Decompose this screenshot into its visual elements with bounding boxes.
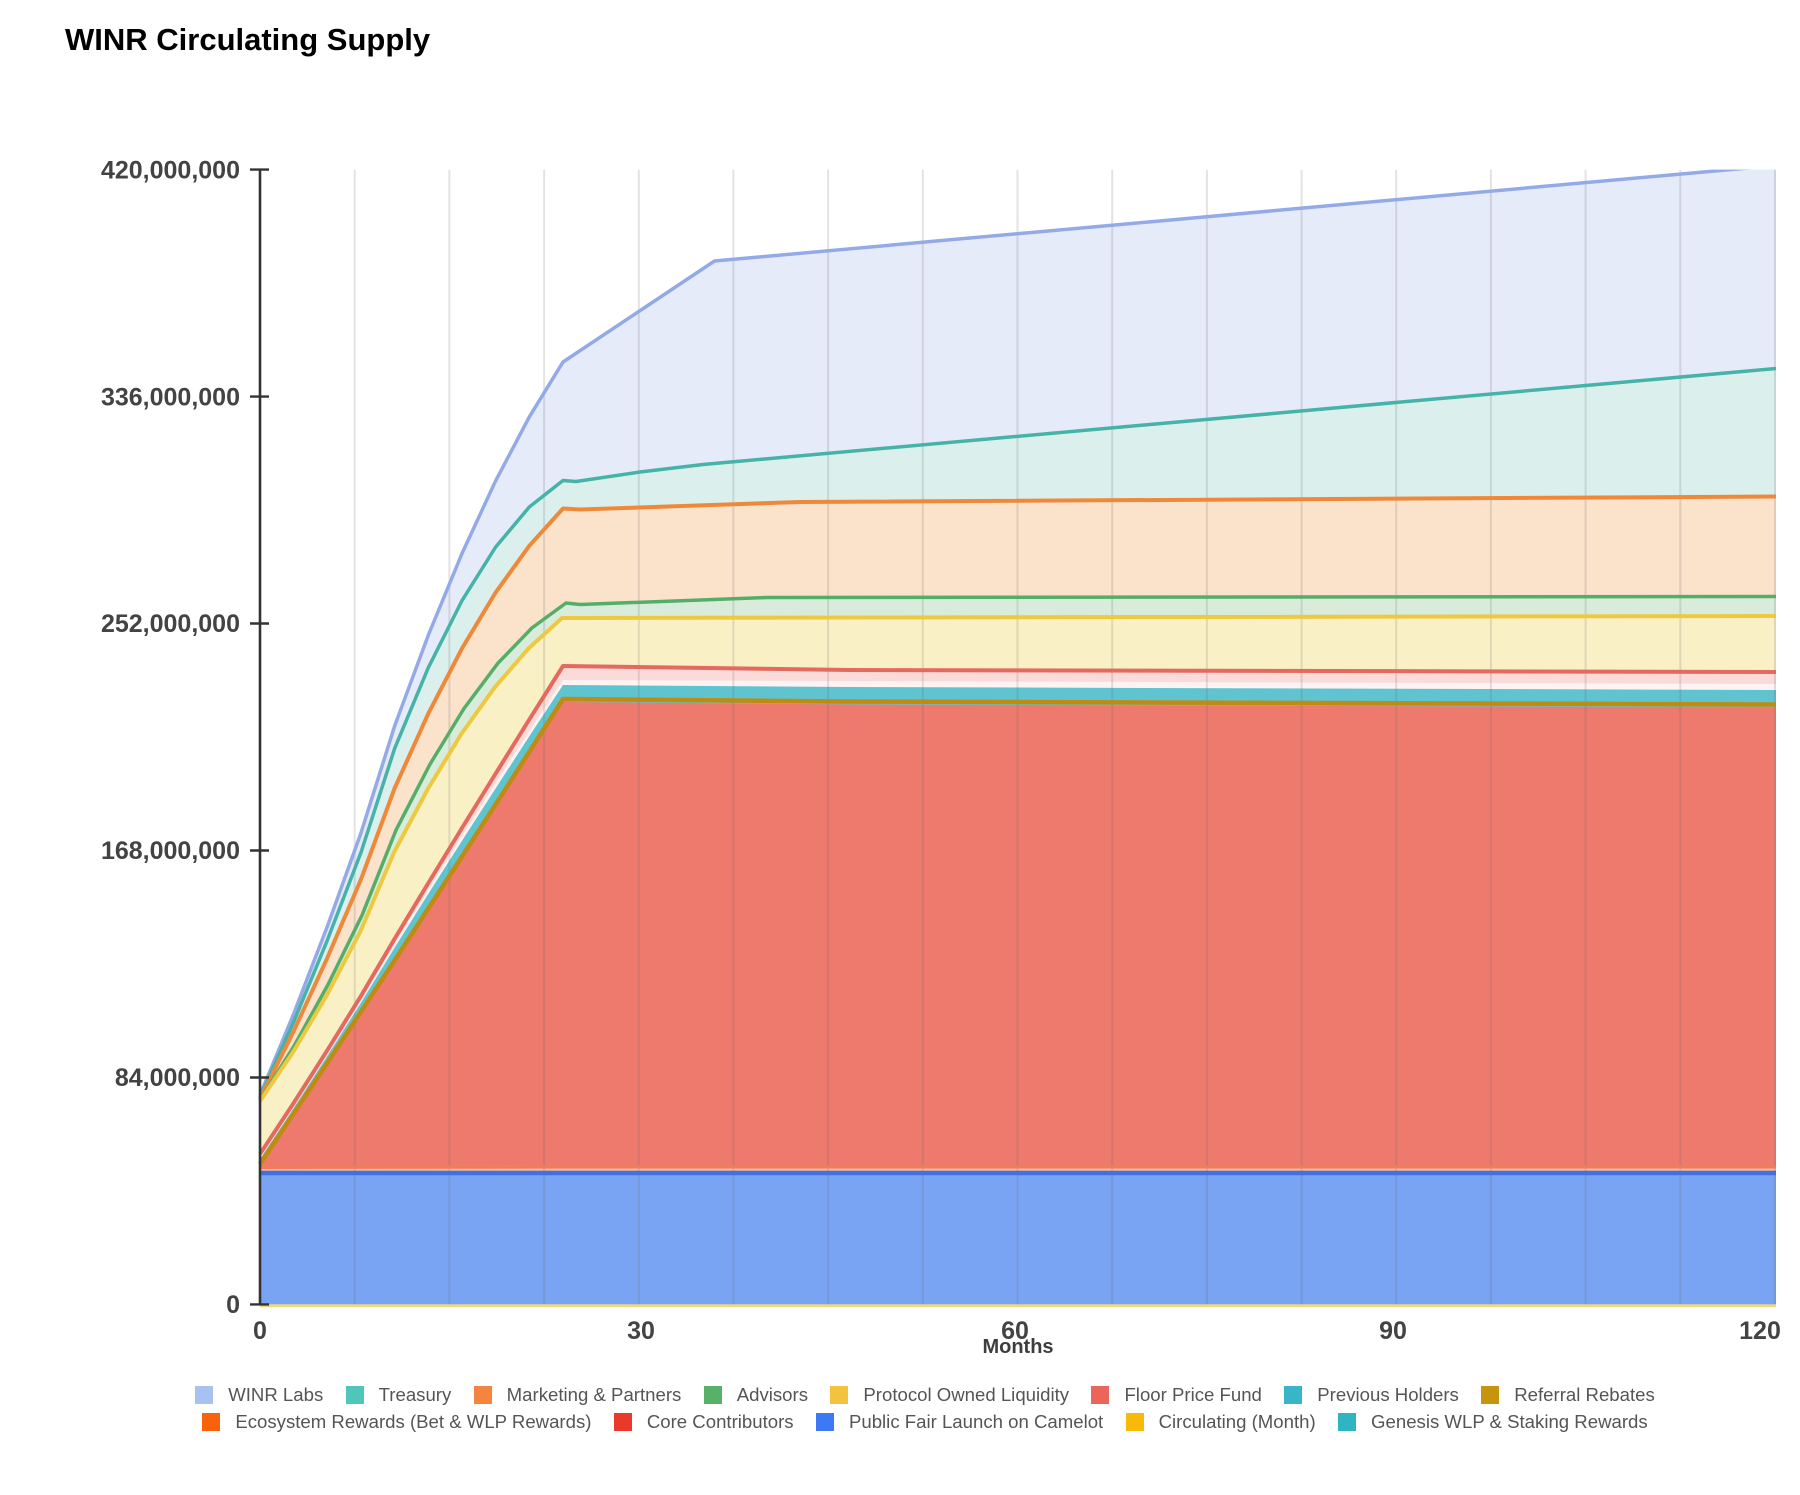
- svg-text:168,000,000: 168,000,000: [101, 837, 240, 865]
- svg-text:336,000,000: 336,000,000: [101, 383, 240, 411]
- svg-text:30: 30: [627, 1317, 655, 1345]
- svg-text:120: 120: [1739, 1317, 1781, 1345]
- svg-text:420,000,000: 420,000,000: [101, 156, 240, 184]
- svg-text:Months: Months: [982, 1336, 1053, 1358]
- svg-text:0: 0: [253, 1317, 267, 1345]
- svg-text:84,000,000: 84,000,000: [115, 1064, 240, 1092]
- svg-text:252,000,000: 252,000,000: [101, 610, 240, 638]
- svg-text:60: 60: [1001, 1317, 1029, 1345]
- svg-text:90: 90: [1379, 1317, 1407, 1345]
- svg-text:0: 0: [226, 1291, 240, 1319]
